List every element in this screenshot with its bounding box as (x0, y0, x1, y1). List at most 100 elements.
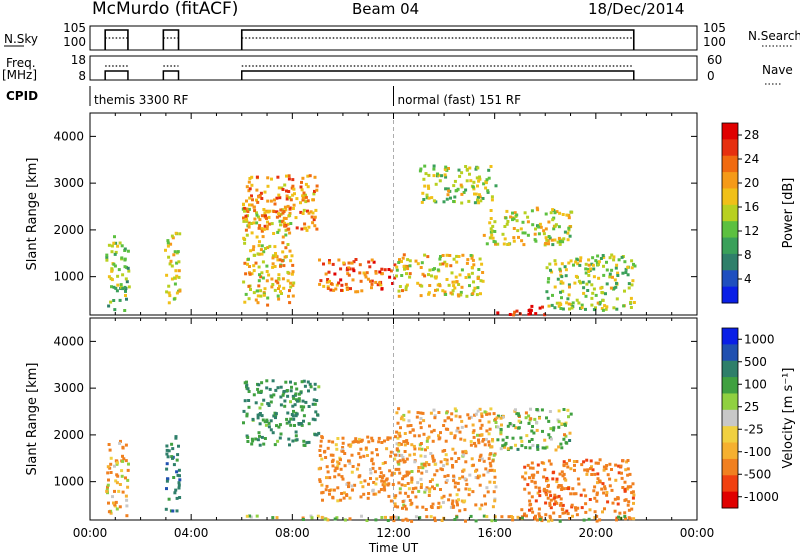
nsearch-label: N.Search (748, 29, 800, 43)
velocity-cell (395, 411, 399, 415)
velocity-cell (361, 485, 365, 489)
velocity-cell (512, 424, 516, 428)
power-cell (120, 244, 124, 248)
power-cell (551, 218, 555, 222)
power-cell (289, 281, 293, 285)
power-cell (566, 297, 570, 301)
velocity-cell (501, 444, 505, 448)
power-cell (449, 264, 453, 268)
power-cell (256, 252, 260, 256)
velocity-cell (302, 414, 306, 418)
velocity-cell (175, 509, 179, 513)
velocity-cell (528, 439, 531, 443)
velocity-cell (457, 498, 460, 502)
velocity-cell (316, 413, 320, 417)
power-cell (313, 189, 316, 193)
velocity-cell (171, 509, 175, 513)
power-cell (630, 266, 634, 270)
velocity-cell (367, 482, 370, 486)
power-colorbar-swatch (722, 139, 738, 157)
power-cell (493, 230, 497, 233)
nsearch-tick-label: 100 (703, 35, 726, 49)
power-cell (490, 198, 494, 202)
power-cell (278, 219, 282, 223)
power-cell (494, 242, 497, 246)
power-cell (291, 184, 295, 188)
velocity-cell (433, 519, 437, 523)
power-cell (395, 268, 399, 272)
velocity-cell (546, 478, 550, 482)
power-cell (526, 220, 530, 224)
velocity-cell (540, 461, 544, 465)
power-cell (286, 270, 290, 274)
velocity-cell (608, 477, 612, 481)
velocity-cell (263, 420, 267, 424)
power-cell (283, 224, 287, 228)
power-cell (465, 168, 469, 172)
velocity-cell (611, 501, 615, 505)
velocity-cell (282, 390, 286, 393)
velocity-cell (517, 419, 521, 423)
power-cell (362, 271, 366, 275)
power-cell (591, 263, 595, 267)
power-cell (289, 259, 293, 263)
power-cell (626, 273, 630, 277)
velocity-cell (378, 475, 382, 478)
velocity-cell (540, 408, 544, 412)
velocity-cell (570, 505, 574, 509)
power-cell (472, 280, 475, 284)
velocity-cell (402, 418, 406, 422)
velocity-cell (562, 472, 566, 476)
power-ytick-label: 4000 (53, 129, 84, 143)
power-cell (505, 209, 509, 213)
power-cell (260, 244, 264, 248)
power-cell (567, 216, 571, 220)
velocity-colorbar-tick-label: 500 (744, 355, 767, 369)
power-cell (177, 269, 181, 273)
power-cell (567, 302, 571, 306)
power-cell (107, 275, 111, 279)
power-cell (110, 278, 114, 282)
velocity-cell (176, 453, 180, 457)
velocity-cell (563, 433, 566, 437)
power-cell (277, 212, 281, 216)
velocity-cell (401, 477, 405, 481)
power-cell (279, 264, 282, 268)
velocity-cell (444, 480, 448, 484)
power-colorbar-label: Power [dB] (781, 178, 796, 249)
velocity-cell (350, 488, 354, 492)
power-cell (563, 230, 567, 234)
velocity-cell (397, 443, 401, 447)
power-cell (486, 189, 490, 193)
velocity-cell (245, 380, 248, 384)
velocity-cell (115, 507, 119, 511)
velocity-cell (171, 447, 175, 451)
velocity-cell (584, 494, 588, 498)
power-cell (445, 262, 449, 266)
power-cell (306, 209, 309, 213)
power-cell (166, 244, 170, 248)
velocity-cell (375, 448, 379, 452)
power-cell (489, 217, 493, 220)
power-cell (257, 265, 261, 269)
velocity-cell (554, 448, 558, 452)
power-cell (299, 210, 303, 214)
power-colorbar-swatch (722, 204, 738, 222)
power-cell (276, 175, 280, 179)
velocity-cell (398, 487, 402, 491)
velocity-cell (488, 480, 492, 484)
power-cell (443, 167, 447, 171)
nsky-series-line (104, 29, 129, 50)
power-cell (289, 222, 293, 225)
velocity-cell (496, 425, 500, 429)
power-cell (304, 200, 308, 204)
power-cell (397, 261, 401, 264)
velocity-cell (460, 419, 464, 423)
velocity-cell (530, 473, 534, 477)
power-cell (126, 249, 130, 253)
velocity-cell (563, 511, 567, 515)
power-cell (280, 208, 284, 212)
power-cell (517, 235, 520, 239)
velocity-cell (320, 435, 324, 439)
velocity-cell (416, 481, 420, 485)
